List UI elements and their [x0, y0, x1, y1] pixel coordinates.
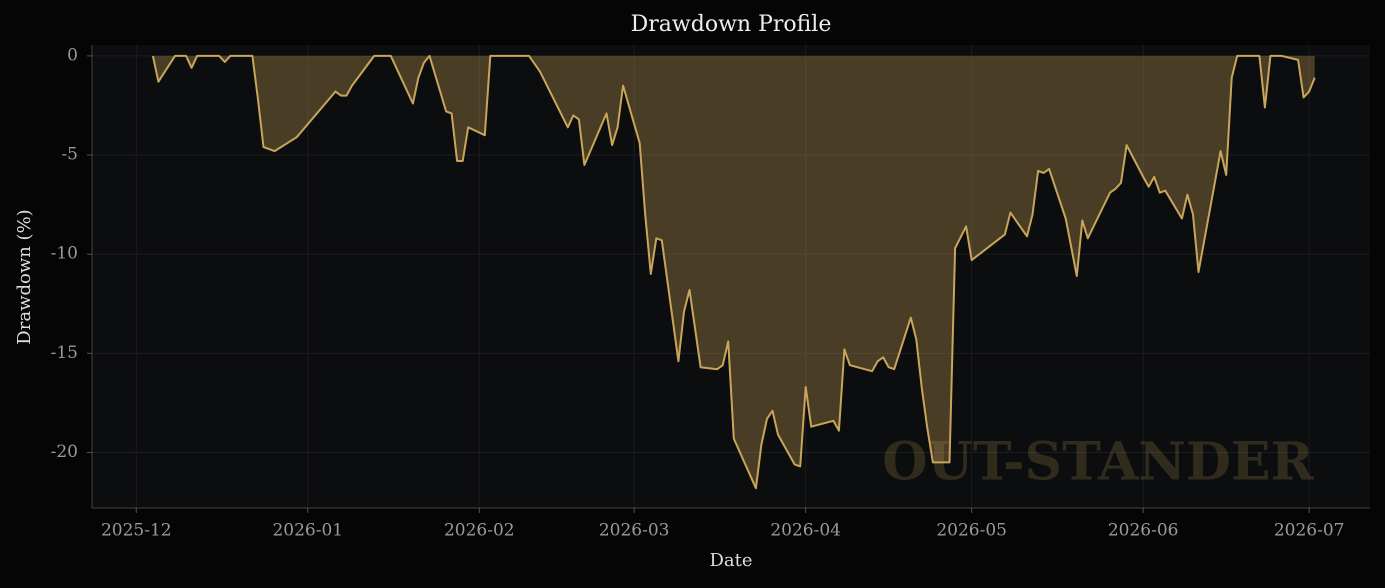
y-axis-label: Drawdown (%): [14, 209, 35, 344]
area-fill: [152, 55, 1315, 489]
x-axis-label: Date: [709, 550, 752, 571]
x-tick-label: 2026-03: [599, 521, 670, 541]
x-tick-label: 2026-01: [272, 521, 343, 541]
chart-title: Drawdown Profile: [631, 12, 832, 37]
plot-area: [92, 45, 1370, 508]
x-tick-label: 2026-04: [770, 521, 841, 541]
y-tick-label: -10: [51, 244, 78, 264]
y-tick-label: -20: [51, 442, 78, 462]
x-tick-label: 2025-12: [101, 521, 172, 541]
x-tick-label: 2026-06: [1108, 521, 1179, 541]
y-tick-label: 0: [67, 45, 78, 65]
drawdown-line: [151, 54, 1316, 490]
x-tick-label: 2026-02: [444, 521, 515, 541]
watermark: OUT-STANDER: [882, 432, 1314, 493]
y-tick-label: -5: [61, 145, 78, 165]
x-tick-label: 2026-07: [1274, 521, 1345, 541]
x-tick-label: 2026-05: [936, 521, 1007, 541]
y-tick-label: -15: [51, 343, 78, 363]
